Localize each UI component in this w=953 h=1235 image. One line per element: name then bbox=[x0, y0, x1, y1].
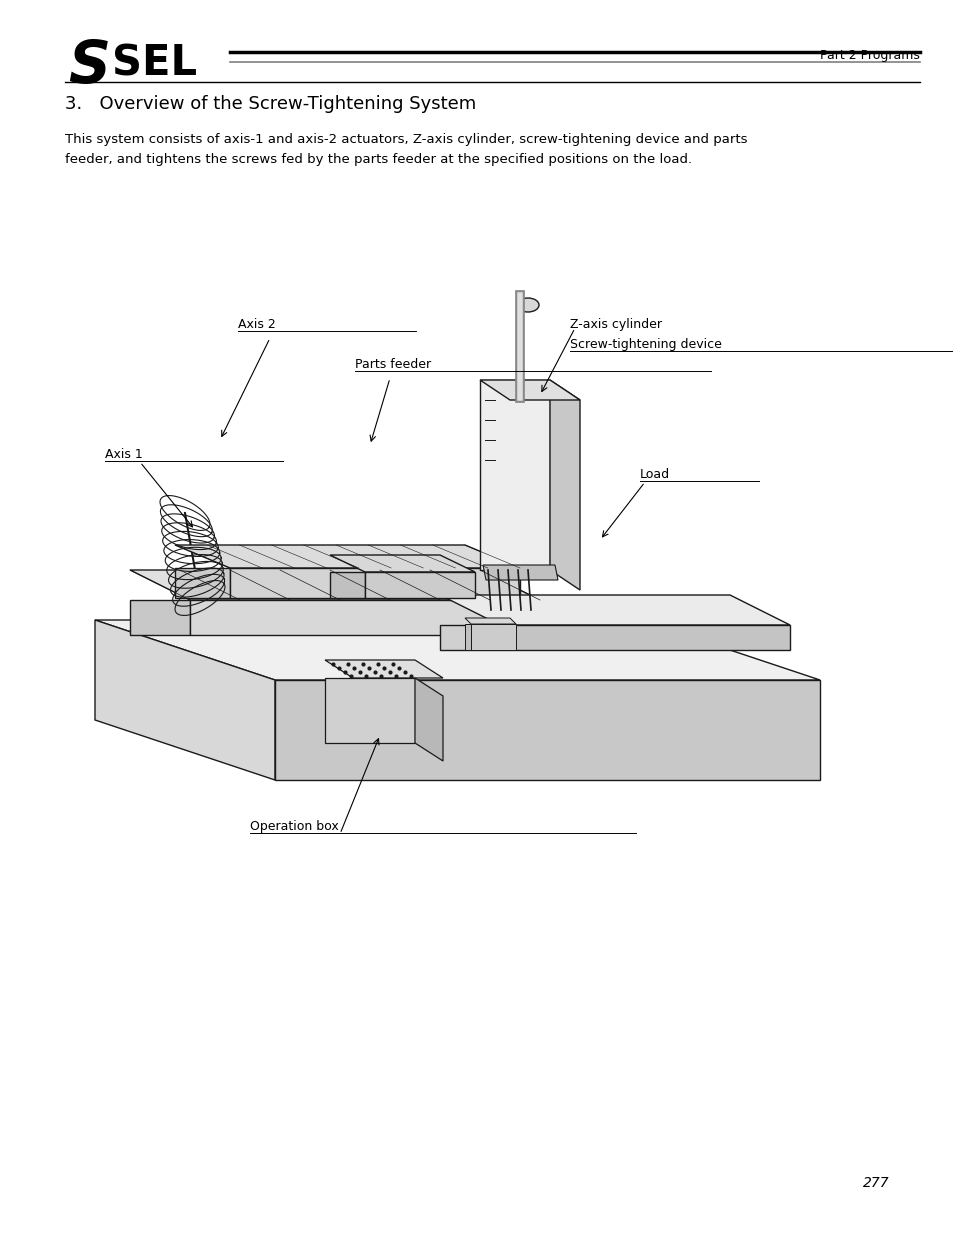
Text: 3.   Overview of the Screw-Tightening System: 3. Overview of the Screw-Tightening Syst… bbox=[65, 95, 476, 112]
Polygon shape bbox=[330, 555, 475, 572]
Polygon shape bbox=[439, 595, 789, 625]
Polygon shape bbox=[439, 625, 499, 650]
Text: feeder, and tightens the screws fed by the parts feeder at the specified positio: feeder, and tightens the screws fed by t… bbox=[65, 153, 691, 165]
Polygon shape bbox=[174, 568, 230, 598]
Text: S: S bbox=[68, 38, 110, 95]
Polygon shape bbox=[130, 600, 190, 635]
Polygon shape bbox=[174, 545, 519, 568]
Polygon shape bbox=[190, 600, 539, 635]
Polygon shape bbox=[471, 624, 516, 650]
Polygon shape bbox=[550, 380, 579, 590]
Text: Axis 2: Axis 2 bbox=[237, 317, 275, 331]
Polygon shape bbox=[330, 572, 365, 598]
Polygon shape bbox=[325, 678, 415, 743]
Text: Part 2 Programs: Part 2 Programs bbox=[820, 48, 919, 62]
Text: 277: 277 bbox=[862, 1176, 889, 1191]
Polygon shape bbox=[482, 564, 558, 580]
Text: Parts feeder: Parts feeder bbox=[355, 358, 431, 370]
Polygon shape bbox=[464, 624, 471, 650]
Polygon shape bbox=[499, 625, 789, 650]
Text: SEL: SEL bbox=[112, 42, 197, 84]
Text: This system consists of axis-1 and axis-2 actuators, Z-axis cylinder, screw-tigh: This system consists of axis-1 and axis-… bbox=[65, 133, 747, 146]
Text: Operation box: Operation box bbox=[250, 820, 338, 832]
Text: Screw-tightening device: Screw-tightening device bbox=[569, 338, 721, 351]
Text: Axis 1: Axis 1 bbox=[105, 448, 143, 461]
Text: Load: Load bbox=[639, 468, 669, 480]
Ellipse shape bbox=[517, 298, 538, 312]
Polygon shape bbox=[415, 678, 442, 761]
Polygon shape bbox=[479, 380, 550, 571]
Text: Z-axis cylinder: Z-axis cylinder bbox=[569, 317, 661, 331]
Polygon shape bbox=[325, 659, 442, 678]
Polygon shape bbox=[479, 380, 579, 400]
Polygon shape bbox=[230, 568, 519, 598]
Polygon shape bbox=[95, 620, 820, 680]
Polygon shape bbox=[274, 680, 820, 781]
Polygon shape bbox=[130, 571, 539, 600]
Polygon shape bbox=[464, 618, 516, 624]
Polygon shape bbox=[95, 620, 274, 781]
Polygon shape bbox=[365, 572, 475, 598]
